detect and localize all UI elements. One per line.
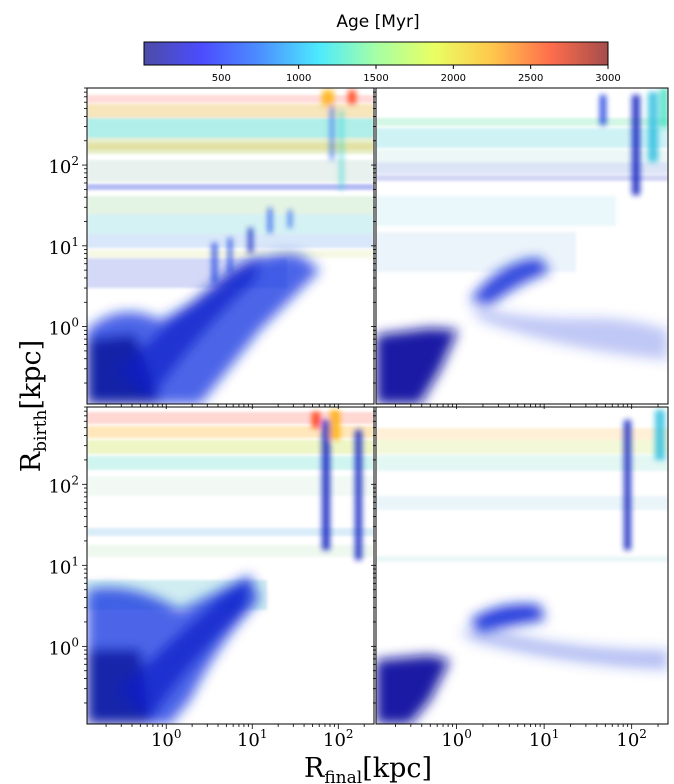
panel-top-left [87, 88, 374, 404]
colorbar-tick-label: 3000 [595, 73, 620, 84]
y-tick-label: 100 [48, 635, 79, 659]
panel-top-right [376, 88, 668, 404]
x-tick-label: 102 [616, 727, 647, 751]
panel-bottom-right [376, 407, 668, 724]
colorbar-tick-label: 1500 [363, 73, 388, 84]
axis-ticks: 100 101 102 100 101 102 100 101 102 100 101 102 [48, 87, 659, 751]
panel-bottom-left [87, 407, 374, 724]
y-tick-label: 102 [48, 473, 79, 497]
colorbar-label: Age [Myr] [336, 12, 419, 32]
colorbar-ticks: 500 1000 1500 2000 2500 3000 [212, 65, 621, 84]
colorbar [143, 41, 609, 66]
y-axis-label: Rbirth[kpc] [16, 340, 51, 472]
x-tick-label: 102 [323, 727, 354, 751]
colorbar-tick-label: 2000 [441, 73, 466, 84]
x-tick-label: 100 [441, 727, 472, 751]
colorbar-tick-label: 500 [212, 73, 231, 84]
y-tick-label: 101 [48, 554, 79, 578]
x-tick-label: 101 [237, 727, 268, 751]
colorbar-tick-label: 1000 [286, 73, 311, 84]
colorbar-tick-label: 2500 [518, 73, 543, 84]
y-tick-label: 101 [48, 235, 79, 259]
x-tick-label: 100 [151, 727, 182, 751]
x-tick-label: 101 [529, 727, 560, 751]
y-tick-label: 102 [48, 154, 79, 178]
y-tick-label: 100 [48, 316, 79, 340]
x-axis-label: Rfinal[kpc] [304, 753, 432, 784]
